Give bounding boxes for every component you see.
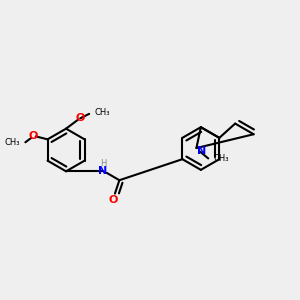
Text: O: O (109, 195, 118, 205)
Text: CH₃: CH₃ (94, 108, 110, 117)
Text: H: H (100, 159, 106, 168)
Text: N: N (98, 166, 108, 176)
Text: CH₃: CH₃ (214, 154, 229, 163)
Text: O: O (76, 113, 85, 123)
Text: CH₃: CH₃ (4, 138, 20, 147)
Text: O: O (28, 131, 38, 141)
Text: N: N (197, 146, 206, 156)
